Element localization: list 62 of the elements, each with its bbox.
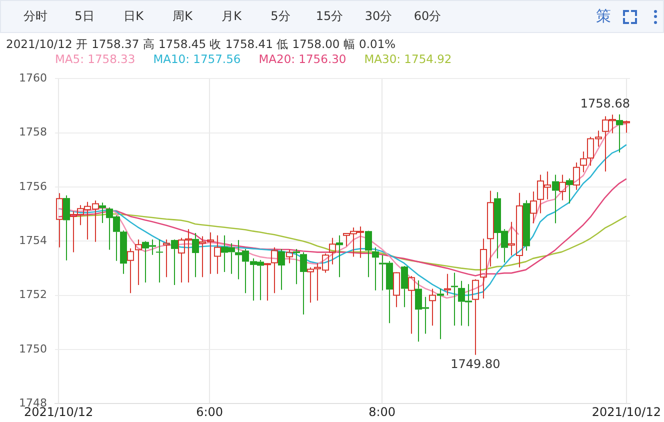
candlestick: [552, 174, 559, 224]
candlestick: [63, 194, 70, 261]
candlestick: [365, 231, 372, 278]
x-tick-label: 6:00: [196, 404, 224, 419]
candlestick: [559, 174, 566, 201]
candlestick: [429, 288, 436, 326]
annotation: 1749.80: [450, 356, 500, 371]
text: 周K: [172, 8, 194, 25]
y-tick-label: 1750: [19, 342, 47, 356]
candlestick: [408, 276, 415, 334]
text: 月K: [220, 8, 242, 25]
candlestick: [580, 150, 587, 173]
candlestick: [487, 190, 494, 268]
candlestick: [293, 248, 300, 285]
chart-subtitle: 2021/10/12 开 1758.37 高 1758.45 收 1758.41 低 1758.00 幅 0.01%: [6, 37, 396, 52]
y-tick-label: 1758: [19, 126, 47, 139]
candlestick: [214, 234, 221, 274]
candlestick: [437, 288, 444, 340]
text: 日K: [122, 8, 144, 25]
candlestick: [278, 248, 285, 290]
candlestick: [573, 162, 580, 190]
y-tick-label: 1754: [19, 234, 47, 247]
candlestick: [523, 200, 530, 252]
text: MA20: 1756.30: [258, 52, 346, 66]
candlestick: [307, 266, 314, 304]
candlestick: [329, 237, 336, 265]
candlestick: [623, 120, 630, 134]
x-tick-label: 2021/10/12: [592, 404, 661, 419]
y-tick-label: 1752: [19, 288, 47, 302]
candlestick: [56, 192, 63, 248]
text: 5分: [270, 8, 292, 25]
x-tick-label: 8:00: [368, 404, 396, 419]
y-tick-label: 1756: [19, 180, 47, 193]
candlestick: [156, 238, 163, 284]
candlestick: [135, 238, 142, 286]
candlestick: [480, 238, 487, 300]
y-tick-label: 1760: [19, 71, 47, 84]
candlestick: [472, 278, 479, 356]
candlestick: [127, 248, 134, 294]
candlestick: [192, 232, 199, 278]
text: 15分: [314, 8, 344, 25]
text: 5日: [74, 8, 96, 25]
text: 分时: [22, 8, 48, 25]
candlestick: [566, 178, 573, 204]
candlestick: [393, 272, 400, 308]
candlestick: [530, 191, 537, 224]
text: MA10: 1757.56: [153, 52, 241, 66]
candlestick: [616, 114, 623, 154]
candlestick: [444, 273, 451, 296]
candlestick: [99, 202, 106, 224]
text: MA30: 1754.92: [364, 52, 452, 66]
text: 策: [596, 7, 611, 26]
candlestick: [372, 246, 379, 291]
annotation: 1758.68: [580, 96, 630, 110]
text: 30分: [364, 8, 394, 25]
text: MA5: 1758.33: [55, 52, 136, 66]
candlestick: [300, 252, 307, 315]
candlestick: [286, 248, 293, 264]
candlestick: [401, 266, 408, 308]
text: 60分: [412, 8, 442, 25]
candlestick: [163, 238, 170, 278]
candlestick: [336, 234, 343, 278]
